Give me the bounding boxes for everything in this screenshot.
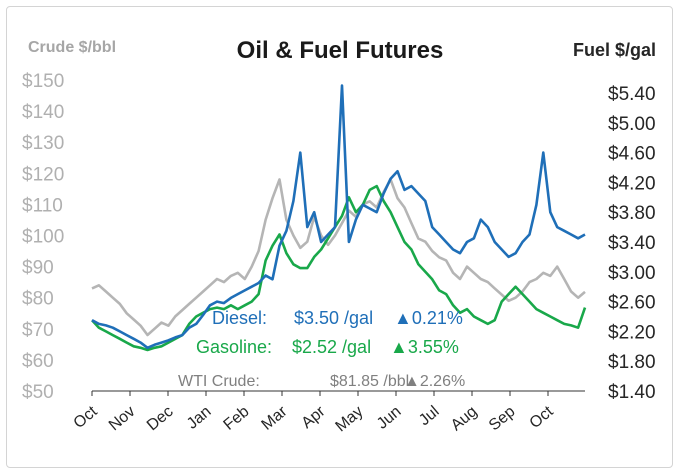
diesel-series-line	[91, 84, 586, 350]
right-tick-label: $5.00	[608, 114, 656, 135]
gasoline-series-line	[91, 184, 587, 352]
annotation-value: $81.85 /bbl	[330, 373, 409, 390]
left-axis-ticks: $150 $140 $130 $120 $110 $100 $90 $80 $70 $60 $50	[22, 71, 64, 403]
x-tick-label: Nov	[106, 403, 139, 434]
x-tick-label: Jul	[416, 403, 443, 429]
annotation-label: WTI Crude:	[178, 373, 260, 390]
annotation-layer: Diesel: $3.50 /gal ▲0.21% Gasoline: $2.52 /g…	[178, 308, 465, 390]
left-tick-label: $50	[22, 382, 54, 403]
right-tick-label: $1.40	[608, 382, 656, 403]
x-tick-label: Dec	[144, 403, 177, 434]
left-tick-label: $60	[22, 351, 54, 372]
right-tick-label: $3.00	[608, 263, 656, 284]
annotation-label: Gasoline:	[196, 337, 272, 357]
annotation-value: $3.50 /gal	[294, 308, 373, 328]
left-tick-label: $100	[22, 227, 64, 248]
x-tick-label: Oct	[71, 403, 101, 432]
left-tick-label: $140	[22, 102, 64, 123]
right-tick-label: $2.60	[608, 293, 656, 314]
annotation-value: $2.52 /gal	[292, 337, 371, 357]
x-tick-label: Sep	[486, 403, 519, 434]
right-tick-label: $3.80	[608, 203, 656, 224]
x-tick-label: Aug	[448, 403, 481, 434]
annotation-label: Diesel:	[212, 308, 267, 328]
x-tick-label: Apr	[299, 403, 330, 432]
right-axis-ticks: $5.40 $5.00 $4.60 $4.20 $3.80 $3.40 $3.00 $2.60…	[608, 84, 656, 403]
x-axis-ticks: Oct Nov Dec Jan Feb Mar Apr May Jun Jul Aug Sep Oct	[71, 391, 557, 435]
left-tick-label: $80	[22, 289, 54, 310]
x-tick-label: Mar	[259, 403, 292, 434]
x-tick-label: Jan	[184, 403, 215, 433]
left-tick-label: $150	[22, 71, 64, 92]
right-tick-label: $3.40	[608, 233, 656, 254]
annotation-change: ▲2.26%	[404, 373, 465, 390]
wti-crude-series-line	[91, 178, 586, 337]
x-tick-label: Feb	[221, 403, 253, 434]
left-tick-label: $70	[22, 320, 54, 341]
right-tick-label: $2.20	[608, 322, 656, 343]
x-tick-label: May	[332, 403, 366, 435]
chart-title: Oil & Fuel Futures	[237, 37, 444, 64]
right-tick-label: $1.80	[608, 352, 656, 373]
series-layer	[91, 84, 587, 352]
right-axis-title: Fuel $/gal	[573, 40, 656, 60]
x-tick-label: Jun	[374, 403, 405, 433]
left-axis-title: Crude $/bbl	[28, 39, 116, 56]
left-tick-label: $90	[22, 258, 54, 279]
right-tick-label: $4.20	[608, 173, 656, 194]
annotation-change: ▲3.55%	[390, 337, 459, 357]
right-tick-label: $5.40	[608, 84, 656, 105]
right-tick-label: $4.60	[608, 144, 656, 165]
annotation-change: ▲0.21%	[394, 308, 463, 328]
left-tick-label: $120	[22, 164, 64, 185]
left-tick-label: $130	[22, 133, 64, 154]
x-tick-label: Oct	[527, 403, 557, 432]
left-tick-label: $110	[22, 195, 63, 216]
